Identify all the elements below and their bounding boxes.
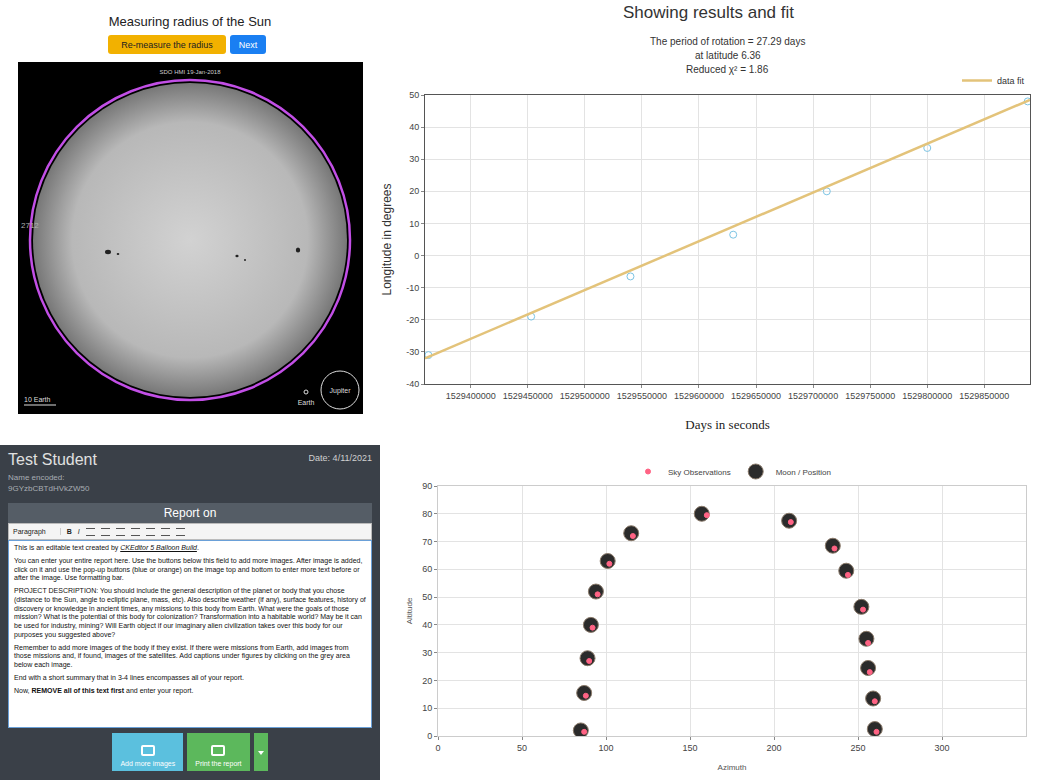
svg-text:-30: -30 [406, 347, 419, 357]
svg-text:0: 0 [435, 743, 440, 753]
svg-text:Altitude: Altitude [405, 597, 414, 624]
svg-text:at latitude 6.36: at latitude 6.36 [695, 50, 761, 61]
svg-text:30: 30 [409, 154, 419, 164]
svg-text:SDO HMI 19-Jan-2018: SDO HMI 19-Jan-2018 [159, 69, 221, 75]
svg-text:1529600000: 1529600000 [674, 391, 724, 401]
html-text:Paragraph: Paragraph [13, 528, 46, 535]
svg-text:0: 0 [414, 251, 419, 261]
svg-text:50: 50 [409, 90, 419, 100]
svg-text:Days in seconds: Days in seconds [685, 417, 770, 432]
svg-text:40: 40 [422, 620, 432, 630]
svg-text:150: 150 [682, 743, 697, 753]
svg-text:50: 50 [422, 592, 432, 602]
html-text:B: B [66, 528, 72, 535]
svg-text:10 Earth: 10 Earth [24, 396, 51, 403]
html-text:Add more images: Add more images [120, 760, 176, 767]
html-text:Remember to add more images of: Remember to add more images of the body … [14, 643, 350, 668]
svg-text:10: 10 [409, 219, 419, 229]
svg-text:20: 20 [422, 676, 432, 686]
svg-text:10: 10 [422, 703, 432, 713]
svg-text:Azimuth: Azimuth [718, 763, 747, 772]
svg-text:Earth: Earth [298, 399, 315, 406]
svg-text:300: 300 [934, 743, 949, 753]
svg-text:1529700000: 1529700000 [788, 391, 838, 401]
svg-text:80: 80 [422, 509, 432, 519]
svg-text:50: 50 [517, 743, 527, 753]
svg-text:Measuring radius of the Sun: Measuring radius of the Sun [109, 14, 272, 29]
svg-text:Showing results and fit: Showing results and fit [623, 3, 794, 22]
svg-text:1529750000: 1529750000 [845, 391, 895, 401]
svg-text:30: 30 [422, 648, 432, 658]
svg-text:60: 60 [422, 564, 432, 574]
svg-text:1529550000: 1529550000 [617, 391, 667, 401]
svg-text:2712: 2712 [21, 221, 39, 230]
svg-text:200: 200 [766, 743, 781, 753]
html-text:Date: 4/11/2021: Date: 4/11/2021 [308, 453, 372, 463]
svg-text:Moon / Position: Moon / Position [776, 468, 831, 477]
svg-text:1529450000: 1529450000 [503, 391, 553, 401]
svg-text:90: 90 [422, 481, 432, 491]
html-text:I: I [77, 528, 80, 535]
html-text:9GYzbCBTdHVkZW50: 9GYzbCBTdHVkZW50 [8, 484, 90, 493]
svg-text:The period of rotation = 27.29: The period of rotation = 27.29 days [650, 36, 805, 47]
svg-text:Jupiter: Jupiter [329, 387, 351, 395]
html-text:End with a short summary that: End with a short summary that in 3-4 lin… [14, 673, 244, 681]
svg-text:Re-measure the radius: Re-measure the radius [121, 40, 213, 50]
svg-text:20: 20 [409, 186, 419, 196]
html-text:Test Student: Test Student [8, 451, 97, 468]
html-text:Now, REMOVE all of this text f: Now, REMOVE all of this text first and e… [14, 686, 194, 694]
svg-text:70: 70 [422, 537, 432, 547]
html-text:Print the report: Print the report [195, 760, 242, 767]
svg-text:1529400000: 1529400000 [446, 391, 496, 401]
svg-text:100: 100 [598, 743, 613, 753]
svg-text:Sky Observations: Sky Observations [668, 468, 731, 477]
svg-text:1529650000: 1529650000 [731, 391, 781, 401]
svg-text:1529800000: 1529800000 [902, 391, 952, 401]
svg-text:data fit: data fit [997, 76, 1025, 86]
svg-text:Longitude in degrees: Longitude in degrees [380, 183, 394, 295]
html-text:PROJECT DESCRIPTION: You shoul: PROJECT DESCRIPTION: You should include … [14, 587, 366, 638]
svg-text:-40: -40 [406, 379, 419, 389]
svg-text:250: 250 [850, 743, 865, 753]
svg-text:Next: Next [239, 40, 258, 50]
html-text:Report on: Report on [163, 506, 217, 520]
html-text:This is an editable text creat: This is an editable text created by CKEd… [14, 544, 199, 551]
html-text:Name encoded:: Name encoded: [8, 473, 65, 482]
svg-text:-20: -20 [406, 315, 419, 325]
svg-text:1529500000: 1529500000 [560, 391, 610, 401]
html-text:You can enter your entire repo: You can enter your entire report here. U… [14, 556, 363, 582]
svg-text:0: 0 [427, 731, 432, 741]
svg-text:40: 40 [409, 122, 419, 132]
svg-text:1529850000: 1529850000 [959, 391, 1009, 401]
svg-text:Reduced χ² = 1.86: Reduced χ² = 1.86 [686, 64, 769, 75]
svg-text:-10: -10 [406, 283, 419, 293]
